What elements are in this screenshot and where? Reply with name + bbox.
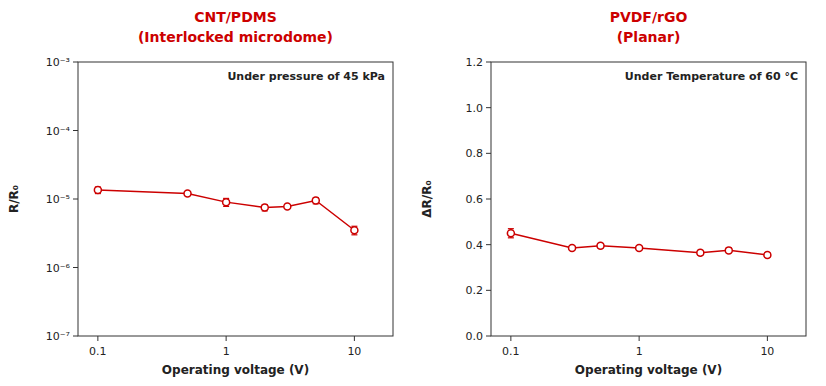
y-axis-label: R/R₀ — [7, 185, 21, 213]
x-tick-label: 10 — [347, 345, 361, 358]
series-line — [511, 233, 768, 255]
data-point — [94, 187, 101, 194]
y-tick-label: 0.2 — [466, 284, 484, 297]
x-tick-label: 0.1 — [502, 345, 520, 358]
data-point — [261, 204, 268, 211]
plot-frame — [491, 62, 806, 336]
x-axis-label: Operating voltage (V) — [575, 363, 722, 377]
series-line — [98, 190, 355, 230]
error-bar — [313, 198, 319, 204]
data-point — [697, 249, 704, 256]
x-tick — [767, 336, 768, 341]
data-group — [94, 187, 358, 235]
y-tick-label: 10⁻⁵ — [46, 193, 70, 206]
data-point — [223, 199, 230, 206]
data-point — [312, 197, 319, 204]
data-point — [284, 203, 291, 210]
y-tick-label: 0.0 — [466, 330, 484, 343]
y-tick-label: 0.8 — [466, 147, 484, 160]
error-bar — [223, 198, 229, 206]
data-point — [597, 242, 604, 249]
data-point — [569, 245, 576, 252]
x-tick — [97, 336, 98, 341]
y-tick-label: 10⁻⁷ — [46, 330, 70, 343]
y-tick — [486, 290, 491, 291]
y-tick — [486, 244, 491, 245]
y-tick — [73, 336, 78, 337]
subtitle: (Interlocked microdome) — [138, 29, 333, 45]
figure: 0.1 1 10 10⁻⁷ 10⁻⁶ 10⁻⁵ 10⁻⁴ 10⁻³ Operating volt… — [0, 0, 826, 386]
title: PVDF/rGO — [610, 9, 688, 25]
y-tick — [73, 267, 78, 268]
y-tick — [486, 336, 491, 337]
y-tick-label: 0.4 — [466, 239, 484, 252]
y-tick-label: 10⁻⁶ — [46, 262, 71, 275]
data-point — [507, 230, 514, 237]
title: CNT/PDMS — [194, 9, 277, 25]
x-tick-label: 10 — [760, 345, 774, 358]
data-point — [725, 247, 732, 254]
plot-frame — [78, 62, 393, 336]
y-tick — [73, 199, 78, 200]
y-tick — [73, 62, 78, 63]
panel: 0.1 1 10 0.0 0.2 0.4 0.6 0.8 1.0 1.2 Operating vol… — [420, 9, 806, 377]
x-tick — [354, 336, 355, 341]
y-tick-label: 1.2 — [466, 56, 484, 69]
x-axis-label: Operating voltage (V) — [162, 363, 309, 377]
annotation: Under pressure of 45 kPa — [227, 70, 385, 83]
data-point — [636, 245, 643, 252]
data-point — [764, 251, 771, 258]
error-bar — [262, 205, 268, 211]
y-tick — [486, 107, 491, 108]
x-tick-label: 1 — [223, 345, 230, 358]
error-bar — [508, 229, 514, 238]
x-tick-label: 0.1 — [89, 345, 107, 358]
y-axis-label: ΔR/R₀ — [420, 180, 434, 217]
error-bar — [95, 187, 101, 194]
data-point — [351, 227, 358, 234]
y-tick — [486, 62, 491, 63]
data-group — [507, 229, 771, 259]
y-tick-label: 10⁻³ — [46, 56, 70, 69]
y-tick — [73, 130, 78, 131]
y-tick-label: 1.0 — [466, 102, 484, 115]
annotation: Under Temperature of 60 °C — [625, 70, 798, 83]
x-tick — [226, 336, 227, 341]
y-tick — [486, 153, 491, 154]
y-tick-label: 10⁻⁴ — [46, 125, 71, 138]
y-tick-label: 0.6 — [466, 193, 484, 206]
panel: 0.1 1 10 10⁻⁷ 10⁻⁶ 10⁻⁵ 10⁻⁴ 10⁻³ Operating volt… — [7, 9, 393, 377]
x-tick — [639, 336, 640, 341]
data-point — [184, 190, 191, 197]
x-tick-label: 1 — [636, 345, 643, 358]
x-tick — [510, 336, 511, 341]
subtitle: (Planar) — [617, 29, 681, 45]
error-bar — [351, 226, 357, 235]
y-tick — [486, 199, 491, 200]
